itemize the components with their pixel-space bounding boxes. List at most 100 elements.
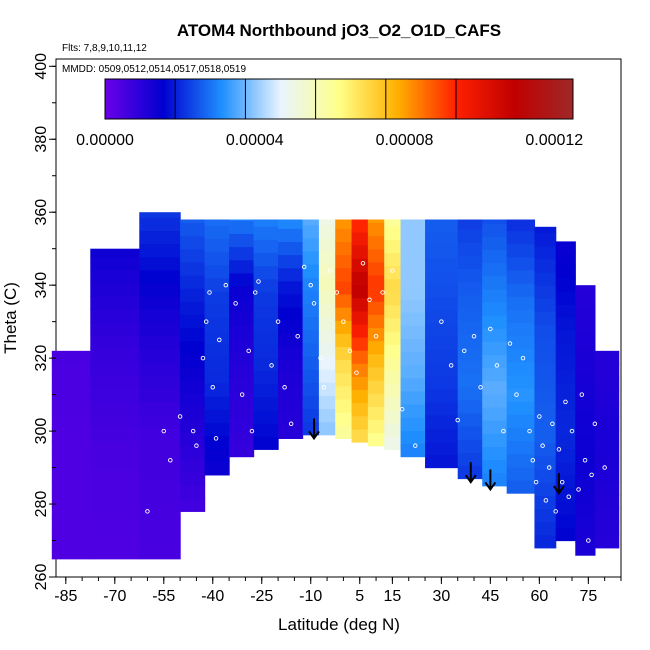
heatmap-cell	[90, 414, 140, 428]
heatmap-cell	[534, 272, 556, 286]
heatmap-cell	[575, 398, 595, 412]
heatmap-cell	[180, 472, 205, 486]
heatmap-cell	[482, 302, 507, 316]
heatmap-cell	[335, 360, 352, 374]
heatmap-column	[90, 249, 140, 560]
heatmap-cell	[229, 443, 254, 457]
heatmap-cell	[458, 282, 483, 296]
heatmap-cell	[401, 247, 426, 261]
x-tick-label: 15	[383, 588, 401, 605]
heatmap-cell	[229, 404, 254, 418]
heatmap-cell	[52, 467, 91, 481]
heatmap-cell	[229, 325, 254, 339]
heatmap-cell	[90, 249, 140, 258]
heatmap-cell	[229, 260, 254, 274]
heatmap-column	[352, 220, 369, 443]
heatmap-cell	[139, 336, 180, 350]
heatmap-cell	[534, 522, 556, 536]
heatmap-cell	[319, 422, 336, 436]
heatmap-cell	[52, 414, 91, 428]
heatmap-cell	[90, 480, 140, 494]
heatmap-cell	[595, 416, 619, 430]
heatmap-cell	[319, 395, 336, 409]
heatmap-cell	[482, 420, 507, 434]
x-tick-label: 5	[355, 588, 364, 605]
heatmap-cell	[254, 371, 279, 385]
heatmap-cell	[534, 390, 556, 404]
heatmap-cell	[335, 220, 352, 229]
x-axis-label: Latitude (deg N)	[278, 615, 400, 634]
heatmap-cell	[335, 255, 352, 269]
heatmap-cell	[556, 265, 576, 279]
heatmap-cell	[335, 281, 352, 295]
heatmap-cell	[335, 425, 352, 439]
heatmap-cell	[575, 332, 595, 346]
heatmap-cell	[368, 301, 385, 315]
heatmap-cell	[303, 369, 320, 383]
heatmap-cell	[556, 501, 576, 515]
heatmap-cell	[482, 368, 507, 382]
heatmap-cell	[384, 305, 401, 319]
heatmap-cell	[180, 288, 205, 302]
heatmap-cell	[205, 225, 230, 239]
heatmap-cell	[425, 257, 458, 271]
heatmap-cell	[384, 344, 401, 358]
heatmap-cell	[595, 390, 619, 404]
heatmap-cell	[401, 260, 426, 274]
heatmap-cell	[425, 220, 458, 232]
heatmap-cell	[482, 381, 507, 395]
heatmap-cell	[180, 485, 205, 499]
y-tick-label: 360	[33, 199, 50, 226]
heatmap-cell	[90, 533, 140, 547]
heatmap-cell	[556, 383, 576, 397]
heatmap-cell	[90, 349, 140, 363]
heatmap-cell	[458, 321, 483, 335]
heatmap-cell	[335, 346, 352, 360]
heatmap-cell	[482, 433, 507, 447]
heatmap-cell	[575, 411, 595, 425]
heatmap-cell	[335, 399, 352, 413]
heatmap-cell	[303, 251, 320, 265]
heatmap-cell	[303, 356, 320, 370]
heatmap-cell	[205, 330, 230, 344]
heatmap-cell	[425, 428, 458, 442]
heatmap-column	[482, 220, 507, 487]
heatmap-cell	[90, 336, 140, 350]
x-tick-label: 45	[481, 588, 499, 605]
heatmap-cell	[401, 391, 426, 405]
heatmap-cell	[229, 247, 254, 261]
heatmap-cell	[534, 338, 556, 352]
heatmap-cell	[595, 522, 619, 536]
heatmap-cell	[368, 222, 385, 236]
heatmap-cell	[595, 482, 619, 496]
heatmap-cell	[458, 308, 483, 322]
heatmap-cell	[254, 226, 279, 240]
heatmap-cell	[278, 360, 303, 374]
heatmap-cell	[401, 338, 426, 352]
heatmap-cell	[335, 386, 352, 400]
heatmap-cell	[205, 304, 230, 318]
heatmap-cell	[180, 220, 205, 224]
heatmap-cell	[180, 236, 205, 250]
heatmap-cell	[507, 296, 535, 310]
heatmap-cell	[229, 312, 254, 326]
heatmap-cell	[425, 376, 458, 390]
heatmap-cell	[575, 285, 595, 293]
colorbar-tick-label: 0.00012	[525, 132, 583, 149]
heatmap-cell	[482, 236, 507, 250]
heatmap-cell	[507, 349, 535, 363]
heatmap-cell	[401, 220, 426, 234]
heatmap-cell	[425, 454, 458, 468]
heatmap-cell	[139, 480, 180, 494]
heatmap-cell	[139, 230, 180, 244]
heatmap-cell	[205, 370, 230, 384]
heatmap-column	[303, 220, 320, 436]
heatmap-cell	[254, 384, 279, 398]
heatmap-cell	[458, 400, 483, 414]
heatmap-cell	[180, 459, 205, 473]
heatmap-cell	[534, 298, 556, 312]
heatmap-cell	[507, 480, 535, 494]
heatmap-cell	[507, 414, 535, 428]
heatmap-cell	[90, 322, 140, 336]
heatmap-cell	[352, 416, 369, 430]
